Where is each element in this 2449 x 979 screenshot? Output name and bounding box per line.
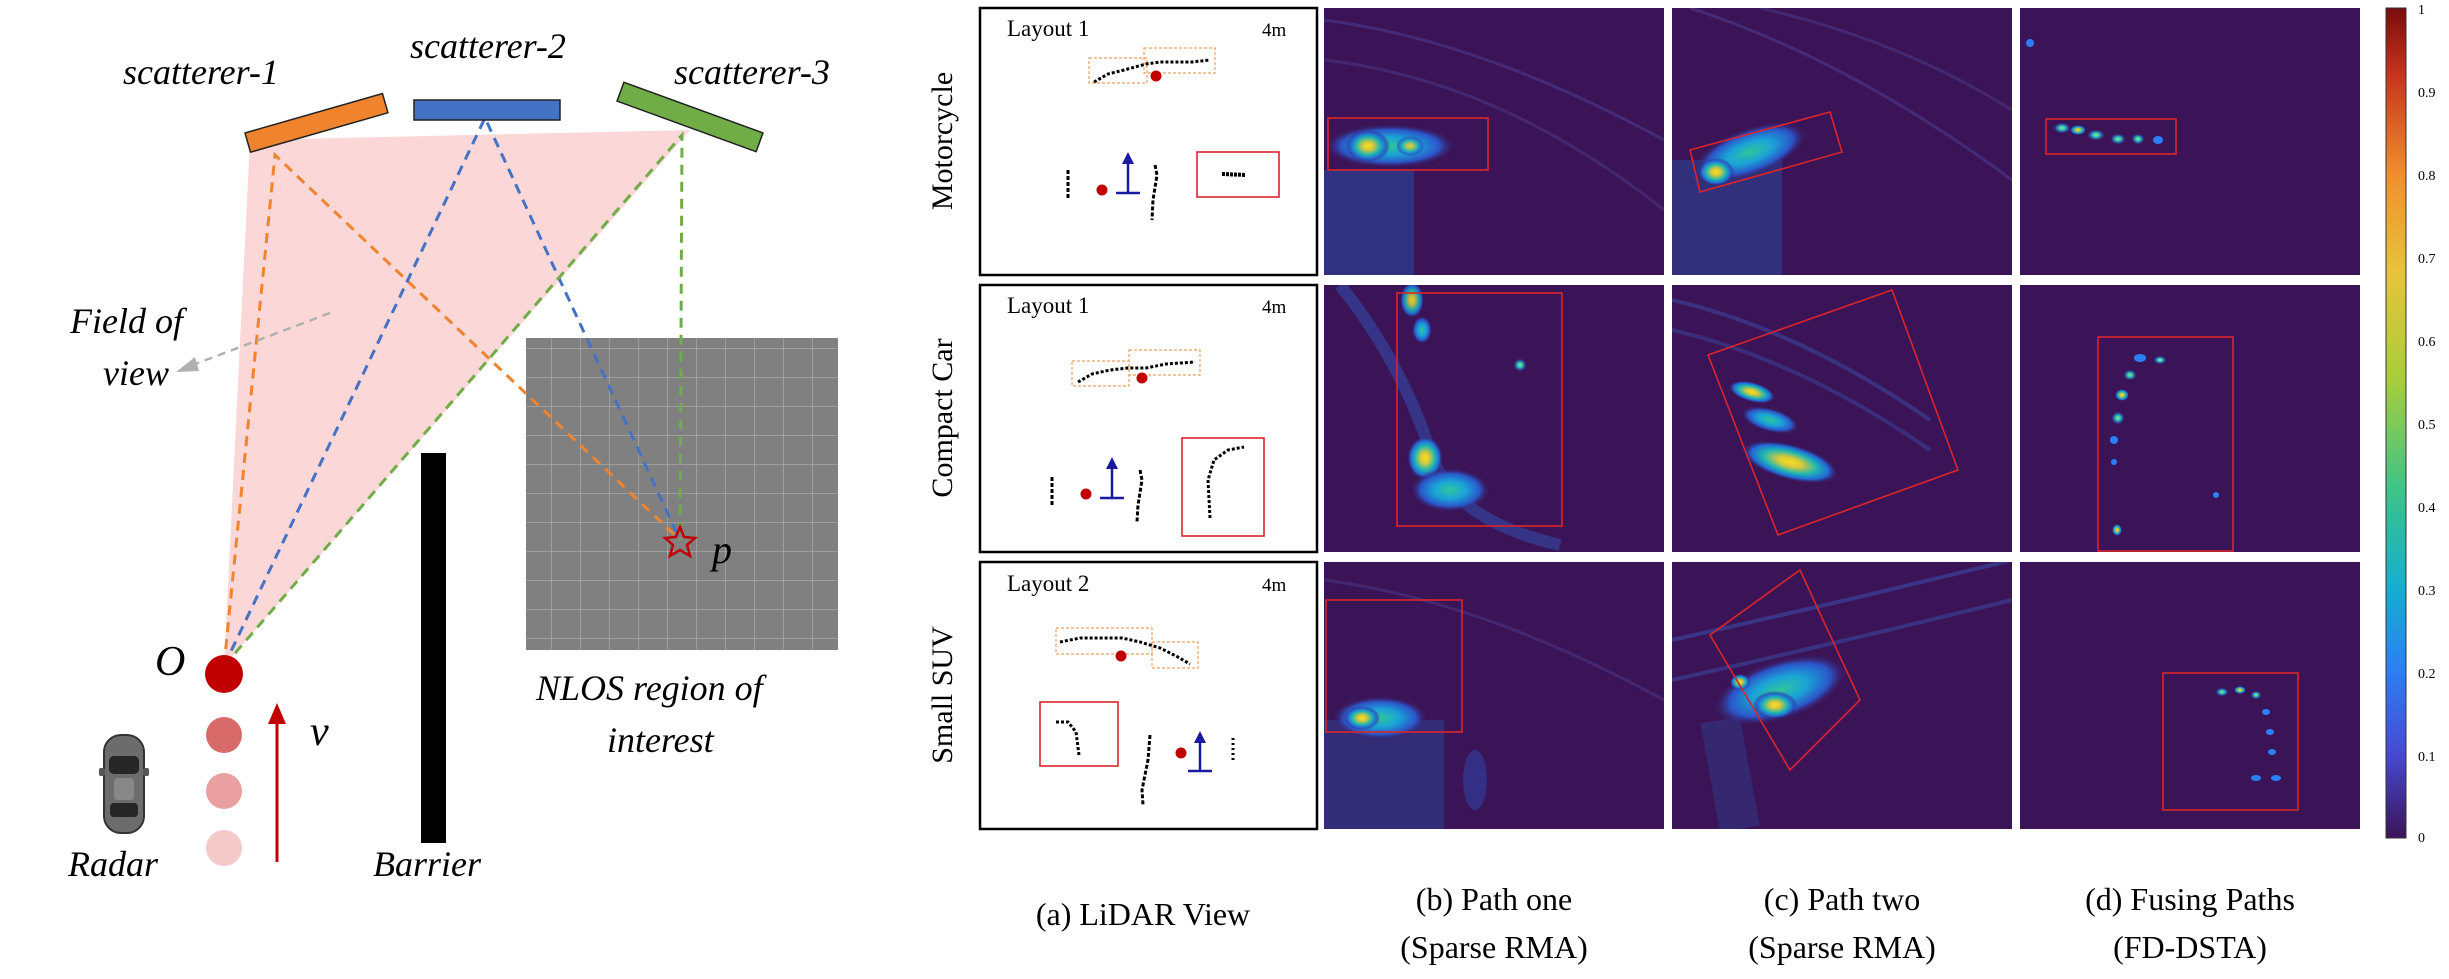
- radar-position-3: [206, 773, 242, 809]
- caption-path-two-line2: (Sparse RMA): [1748, 929, 1936, 965]
- fov-arrow: [176, 311, 331, 372]
- scatterer-1: [244, 92, 389, 154]
- heatmap-path-one-compact-car: [1324, 285, 1664, 552]
- scale-label: 4m: [1262, 20, 1287, 41]
- radar-position-current: [205, 655, 243, 693]
- layout-label: Layout 1: [1007, 293, 1089, 318]
- barrier-label: Barrier: [373, 844, 482, 884]
- nlos-region-grid: [526, 338, 838, 650]
- scatter-paths: [222, 114, 684, 667]
- layout-label: Layout 1: [1007, 16, 1089, 41]
- tick-0.9: 0.9: [2418, 86, 2436, 101]
- caption-path-two-line1: (c) Path two: [1764, 881, 1920, 917]
- heatmap-path-one-small-suv: [1324, 562, 1664, 829]
- caption-path-one-line2: (Sparse RMA): [1400, 929, 1588, 965]
- tick-0.7: 0.7: [2418, 252, 2436, 267]
- heatmap-path-two-compact-car: [1672, 285, 2012, 552]
- tick-0.4: 0.4: [2418, 501, 2436, 516]
- lidar-panel-small-suv: Layout 2 4m: [978, 560, 1319, 831]
- nlos-label-line1: NLOS region of: [535, 668, 768, 708]
- layout-label: Layout 2: [1007, 571, 1089, 596]
- caption-path-one-line1: (b) Path one: [1416, 881, 1572, 917]
- column-captions: (a) LiDAR View (b) Path one (Sparse RMA)…: [1036, 881, 2295, 965]
- fov-label-line1: Field of: [69, 301, 188, 341]
- tick-0.3: 0.3: [2418, 584, 2436, 599]
- target-star-icon: [661, 523, 699, 559]
- velocity-arrow: [268, 703, 286, 862]
- heatmap-fusing-small-suv: [2020, 562, 2360, 829]
- scatterer-3-label: scatterer-3: [674, 52, 830, 92]
- target-label: p: [709, 527, 732, 572]
- radar-car-icon: [99, 734, 149, 834]
- tick-0.8: 0.8: [2418, 169, 2436, 184]
- scene-diagram: scatterer-1 scatterer-2 scatterer-3 Fiel…: [67, 26, 838, 884]
- caption-fusing-line1: (d) Fusing Paths: [2085, 881, 2295, 917]
- scale-label: 4m: [1262, 297, 1287, 318]
- scatterer-2: [413, 99, 561, 121]
- tick-0.6: 0.6: [2418, 335, 2436, 350]
- heatmap-path-two-motorcycle: [1672, 8, 2012, 275]
- heatmap-fusing-compact-car: [2020, 285, 2360, 552]
- caption-fusing-line2: (FD-DSTA): [2113, 929, 2267, 965]
- scatterer-1-label: scatterer-1: [123, 52, 279, 92]
- heatmap-path-one-motorcycle: [1324, 8, 1664, 275]
- lidar-panel-compact-car: Layout 1 4m: [978, 283, 1319, 554]
- tick-1: 1: [2418, 3, 2425, 18]
- tick-0: 0: [2418, 831, 2425, 846]
- tick-0.2: 0.2: [2418, 667, 2436, 682]
- radar-position-2: [206, 717, 242, 753]
- scale-label: 4m: [1262, 575, 1287, 596]
- row-label-motorcycle: Motorcycle: [926, 72, 959, 210]
- caption-lidar-view: (a) LiDAR View: [1036, 896, 1250, 932]
- scatterer-3: [616, 81, 764, 153]
- fov-label-line2: view: [103, 353, 169, 393]
- velocity-label: v: [310, 709, 329, 755]
- heatmap-fusing-motorcycle: [2020, 8, 2360, 275]
- colorbar-ticks: 1 0.9 0.8 0.7 0.6 0.5 0.4 0.3 0.2 0.1 0: [2418, 3, 2436, 846]
- heatmap-path-two-small-suv: [1672, 562, 2012, 829]
- lidar-panel-motorcycle: Layout 1 4m: [978, 6, 1319, 277]
- tick-0.1: 0.1: [2418, 750, 2436, 765]
- nlos-label-line2: interest: [607, 720, 715, 760]
- scatterer-2-label: scatterer-2: [410, 26, 566, 66]
- tick-0.5: 0.5: [2418, 418, 2436, 433]
- row-label-compact-car: Compact Car: [926, 338, 959, 497]
- radar-position-4: [206, 830, 242, 866]
- row-label-small-suv: Small SUV: [926, 626, 959, 764]
- colorbar: 1 0.9 0.8 0.7 0.6 0.5 0.4 0.3 0.2 0.1 0: [2385, 3, 2436, 846]
- barrier: [421, 453, 446, 843]
- origin-label: O: [155, 639, 185, 685]
- radar-label: Radar: [67, 844, 159, 884]
